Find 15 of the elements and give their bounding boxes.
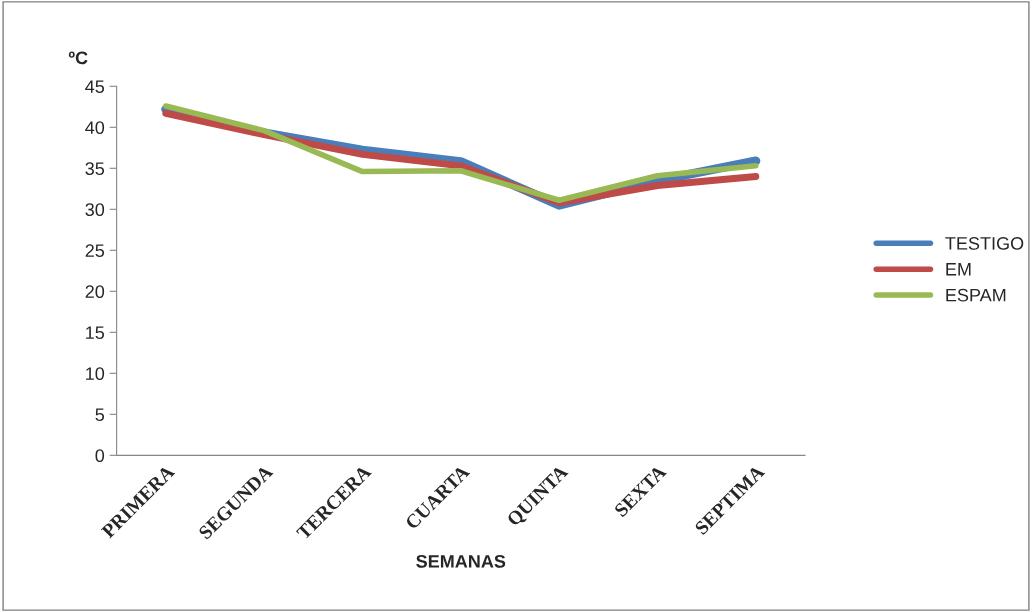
y-tick-label: 10 xyxy=(86,367,105,381)
legend-label: ESPAM xyxy=(946,288,1006,302)
y-tick-label: 30 xyxy=(85,203,105,217)
y-axis-title: ºC xyxy=(68,51,88,65)
legend-label: EM xyxy=(946,263,971,276)
y-tick-label: 0 xyxy=(95,449,105,463)
y-tick-label: 35 xyxy=(85,162,105,176)
legend-label: TESTIGO xyxy=(945,237,1024,250)
y-tick-label: 20 xyxy=(85,285,105,299)
y-tick-label: 45 xyxy=(85,80,105,94)
y-tick-label: 5 xyxy=(95,408,105,422)
x-axis-title: SEMANAS xyxy=(416,554,506,568)
y-tick-label: 15 xyxy=(86,326,105,340)
y-tick-label: 40 xyxy=(85,121,105,135)
y-tick-label: 25 xyxy=(85,244,105,258)
